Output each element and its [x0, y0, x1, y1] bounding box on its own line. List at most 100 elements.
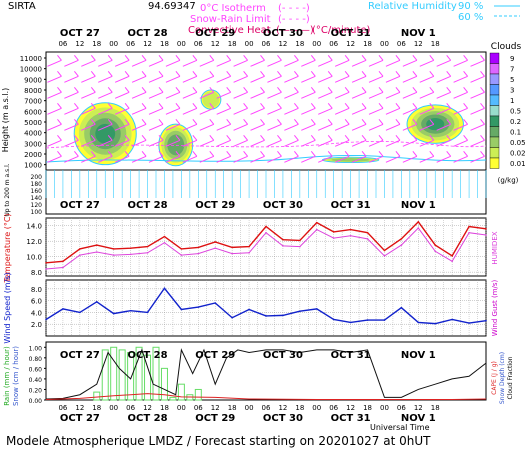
wind-barb — [351, 123, 367, 131]
data-point — [265, 231, 267, 234]
wind-barb — [470, 107, 485, 115]
data-point — [95, 244, 98, 246]
data-point — [299, 239, 301, 242]
data-point — [45, 268, 47, 270]
wind-barb-flag — [260, 87, 265, 93]
rain-bar — [93, 391, 101, 401]
hour-tick-label: 06 — [329, 404, 338, 412]
wind-barb — [148, 75, 164, 83]
data-point — [451, 318, 453, 321]
data-point — [231, 246, 233, 249]
data-point — [315, 228, 318, 231]
wind-barb — [250, 75, 265, 83]
data-point — [129, 253, 132, 256]
wind-barb-flag — [480, 71, 485, 77]
wind-barb — [419, 107, 434, 115]
data-point — [265, 315, 267, 317]
wind-barb — [368, 155, 384, 163]
hour-tick-label: 12 — [346, 40, 355, 48]
wind-barb — [165, 123, 181, 131]
wind-barb — [334, 91, 350, 99]
wind-barb — [453, 139, 468, 147]
wind-barb-flag — [412, 119, 418, 125]
wind-barb — [402, 75, 418, 83]
precip-day-label: OCT 27 — [60, 350, 100, 361]
data-point — [417, 321, 420, 324]
wind-barb-flag — [293, 87, 299, 93]
data-point — [231, 252, 233, 255]
wind-barb-flag — [192, 55, 198, 61]
wind-barb-flag — [412, 87, 418, 93]
wind-barb — [182, 139, 198, 147]
wind-barb-flag — [260, 151, 265, 157]
data-point — [45, 262, 47, 264]
hour-tick-label: 18 — [160, 404, 169, 412]
wind-barb-flag — [429, 119, 435, 125]
colorbar-tick-label: 0.2 — [510, 118, 521, 126]
precip-day-label: OCT 28 — [128, 350, 168, 361]
colorbar-swatch — [489, 63, 500, 75]
colorbar-swatch — [489, 94, 500, 106]
wind-barb-flag — [260, 119, 265, 125]
wind-barb — [216, 155, 231, 163]
wind-barb-flag — [141, 151, 147, 157]
rain-bar — [194, 388, 202, 401]
colorbar-swatch — [489, 52, 500, 64]
wind-barb-flag — [158, 55, 164, 61]
wind-barb-flag — [277, 87, 282, 93]
ytick-label: 12.0 — [26, 238, 42, 246]
rain-bar — [135, 346, 143, 401]
wind-barb-flag — [57, 103, 62, 109]
colorbar-tick-label: 5 — [510, 76, 514, 84]
wind-barb-flag — [429, 71, 435, 77]
wind-barb — [165, 139, 181, 147]
wind-barb — [267, 91, 282, 99]
hour-tick-label: 00 — [312, 404, 321, 412]
wind-barb-flag — [124, 119, 130, 125]
wind-barb-flag — [243, 87, 249, 93]
wind-barb-flag — [175, 55, 181, 61]
cloud-ytick-lower-label: 140 — [31, 195, 43, 202]
cloud-ytick-lower-label: 160 — [31, 188, 43, 195]
data-point — [265, 225, 267, 228]
wind-barb-flag — [209, 135, 215, 141]
wind-barb-flag — [192, 103, 198, 109]
wind-barb-flag — [226, 87, 232, 93]
wind-barb-flag — [243, 151, 249, 157]
wind-barb-flag — [395, 103, 401, 109]
wind-barb — [250, 107, 265, 115]
wind-barb-flag — [446, 71, 452, 77]
colorbar-swatch — [489, 157, 500, 169]
wind-barb-flag — [378, 119, 384, 125]
wind-barb-flag — [226, 135, 232, 141]
wind-barb — [250, 59, 265, 67]
hour-tick-label: 00 — [312, 40, 321, 48]
data-point — [400, 244, 403, 246]
wind-barb — [284, 155, 299, 163]
rain-bar — [110, 346, 118, 401]
wind-barb — [114, 107, 130, 115]
wind-barb — [182, 155, 198, 163]
wind-panel: 8.0 6.0 4.0 2.0 Wind Speed (m/s) Wind Gust (m… — [3, 272, 499, 343]
wind-barb-flag — [446, 151, 452, 157]
day-label: NOV 1 — [401, 28, 436, 39]
hour-tick-label: 18 — [228, 404, 237, 412]
wind-barb — [368, 59, 384, 67]
wind-barb-flag — [107, 103, 113, 109]
wind-barb — [47, 59, 62, 67]
legend-convective-sample: (———) — [276, 25, 314, 36]
wind-barb — [233, 155, 248, 163]
data-point — [299, 245, 301, 248]
wind-barb-flag — [158, 135, 164, 141]
wind-barb-flag — [124, 103, 130, 109]
ytick-label: 4.0 — [31, 309, 42, 317]
wind-barb — [470, 75, 485, 83]
wind-barb-flag — [412, 151, 418, 157]
wind-barb — [47, 75, 62, 83]
cloud-ytick-lower-label: 100 — [31, 209, 43, 216]
wind-barb-flag — [412, 55, 418, 61]
wind-barb-flag — [243, 103, 249, 109]
data-point — [62, 308, 64, 310]
wind-barb-flag — [361, 119, 367, 125]
wind-barb — [334, 139, 350, 147]
